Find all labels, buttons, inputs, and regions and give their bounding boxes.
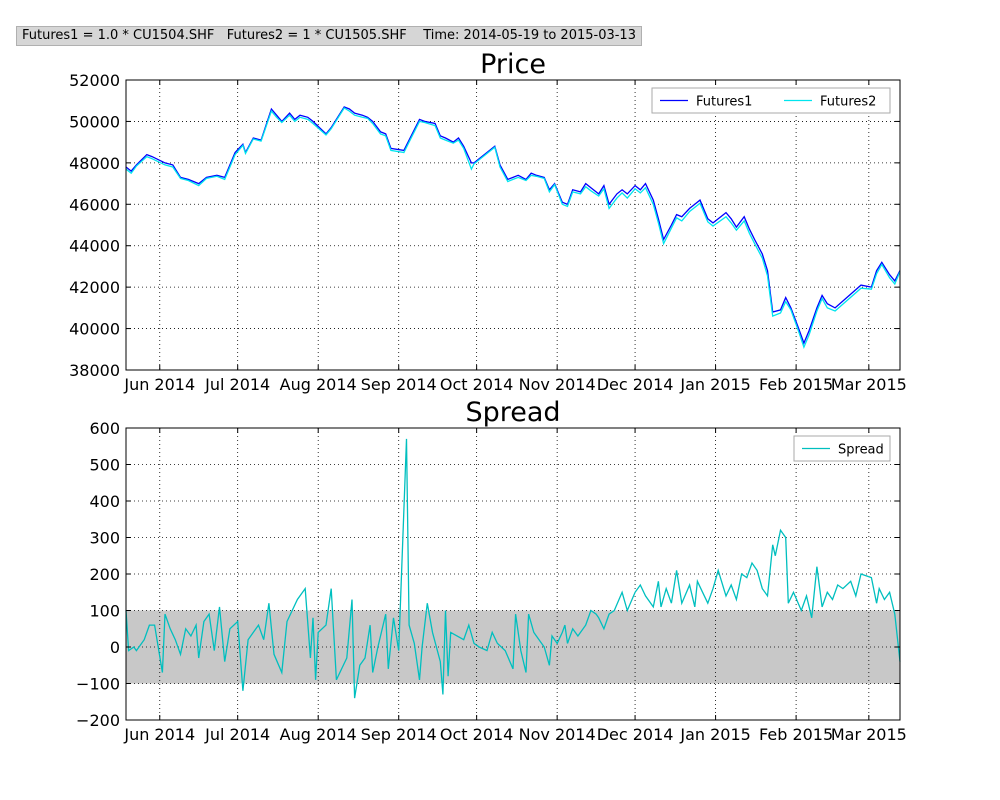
y-tick-label: −100 (76, 675, 120, 694)
y-tick-label: 300 (89, 529, 120, 548)
x-tick-label: Jun 2014 (123, 375, 195, 394)
chart-price: 38000 40000 42000 44000 46000 48000 50000 52000… (69, 49, 907, 394)
y-tick-label: 44000 (69, 237, 120, 256)
x-tick-label: Sep 2014 (361, 725, 437, 744)
legend-label-spread: Spread (838, 443, 884, 458)
legend: Spread (793, 435, 891, 462)
y-tick-label: 38000 (69, 361, 120, 380)
y-tick-label: −200 (76, 711, 120, 730)
x-tick-label: Aug 2014 (280, 375, 357, 394)
x-tick-label: Mar 2015 (831, 725, 907, 744)
y-tick-label: 0 (110, 638, 120, 657)
chart-spread: −200 −100 0 100 200 300 400 500 600 Jun 2014 Jul 2… (76, 397, 907, 744)
legend-box (651, 87, 891, 114)
legend-label-futures2: Futures2 (820, 95, 876, 110)
y-tick-label: 500 (89, 456, 120, 475)
legend: Futures1 Futures2 (651, 87, 891, 114)
x-tick-label: Dec 2014 (597, 725, 674, 744)
plot-frame (125, 79, 901, 371)
x-tick-label: Jan 2015 (679, 375, 750, 394)
series-line-futures2 (125, 107, 901, 350)
y-tick-label: 46000 (69, 195, 120, 214)
x-tick-label: Dec 2014 (597, 375, 674, 394)
x-tick-label: Aug 2014 (280, 725, 357, 744)
y-tick-label: 400 (89, 492, 120, 511)
x-tick-label: Mar 2015 (831, 375, 907, 394)
x-tick-label: Feb 2015 (759, 375, 833, 394)
x-tick-label: Feb 2015 (759, 725, 833, 744)
legend-label-futures1: Futures1 (696, 95, 752, 110)
x-tick-label: Oct 2014 (440, 375, 513, 394)
y-tick-label: 600 (89, 419, 120, 438)
chart-title: Price (480, 49, 546, 80)
chart-title: Spread (465, 397, 560, 428)
x-tick-label: Oct 2014 (440, 725, 513, 744)
y-tick-label: 100 (89, 602, 120, 621)
y-tick-label: 48000 (69, 154, 120, 173)
x-tick-label: Jul 2014 (204, 375, 270, 394)
y-tick-label: 200 (89, 565, 120, 584)
y-tick-label: 52000 (69, 71, 120, 90)
y-tick-label: 50000 (69, 112, 120, 131)
series-line-futures1 (125, 106, 901, 345)
x-tick-label: Nov 2014 (519, 375, 596, 394)
y-tick-label: 40000 (69, 320, 120, 339)
series-line-spread (125, 438, 901, 699)
x-tick-label: Sep 2014 (361, 375, 437, 394)
x-tick-label: Jul 2014 (204, 725, 270, 744)
x-tick-label: Jun 2014 (123, 725, 195, 744)
x-tick-label: Jan 2015 (679, 725, 750, 744)
info-header: Futures1 = 1.0 * CU1504.SHF Futures2 = 1… (16, 26, 642, 46)
y-tick-label: 42000 (69, 278, 120, 297)
x-tick-label: Nov 2014 (519, 725, 596, 744)
